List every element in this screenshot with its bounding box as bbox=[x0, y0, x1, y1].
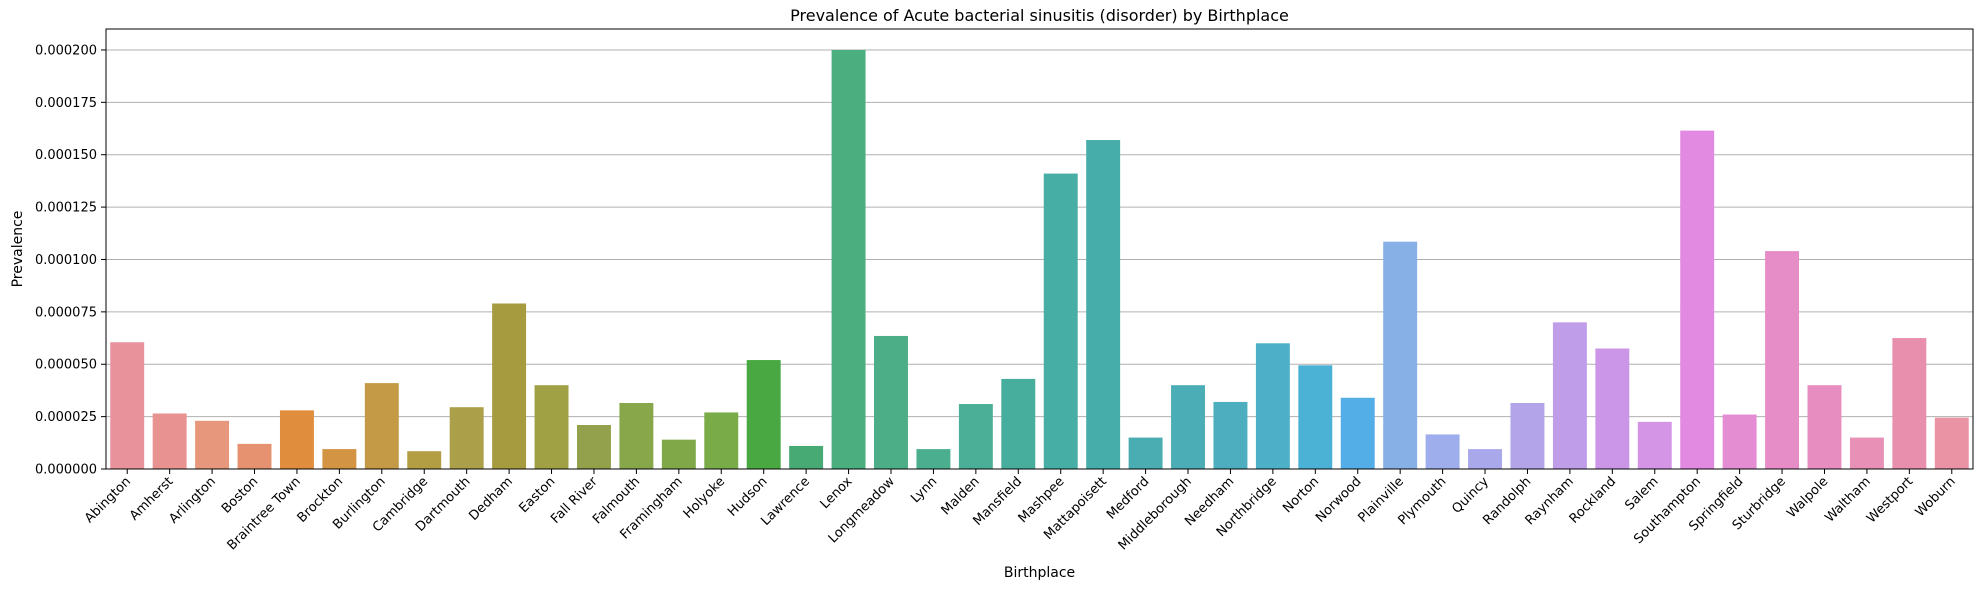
x-tick-label: Easton bbox=[516, 474, 558, 516]
bar bbox=[1934, 417, 1969, 469]
bar bbox=[1171, 385, 1205, 469]
bar bbox=[110, 342, 145, 469]
bar bbox=[1680, 130, 1715, 469]
bar bbox=[1637, 421, 1672, 469]
x-tick-label: Westport bbox=[1864, 474, 1916, 526]
bar bbox=[704, 412, 739, 469]
bar bbox=[279, 410, 314, 469]
y-axis: 0.000000 0.000025 0.000050 0.000075 0.000100… bbox=[35, 43, 106, 478]
bar bbox=[534, 385, 569, 469]
bar bbox=[1043, 173, 1078, 470]
x-tick-label: Middleborough bbox=[1116, 474, 1195, 553]
bar bbox=[831, 49, 866, 469]
chart-title: Prevalence of Acute bacterial sinusitis … bbox=[790, 6, 1289, 25]
bar bbox=[152, 413, 187, 469]
bar bbox=[1510, 403, 1545, 469]
bar bbox=[237, 443, 272, 469]
x-tick-label: Norwood bbox=[1313, 474, 1364, 525]
bar bbox=[1086, 140, 1121, 470]
bar bbox=[576, 425, 611, 469]
bar bbox=[492, 303, 527, 469]
bar bbox=[1765, 251, 1800, 469]
bars bbox=[110, 49, 1969, 470]
x-tick-label: Abington bbox=[82, 474, 134, 526]
bar bbox=[1892, 338, 1927, 469]
y-tick-label: 0.000000 bbox=[35, 463, 97, 478]
y-tick-label: 0.000175 bbox=[35, 96, 97, 111]
bar bbox=[1425, 434, 1460, 469]
bar bbox=[1383, 241, 1418, 469]
y-tick-label: 0.000100 bbox=[35, 253, 97, 268]
bar bbox=[1468, 449, 1503, 469]
bar bbox=[661, 439, 696, 469]
bar bbox=[1849, 437, 1884, 469]
x-tick-label: Braintree Town bbox=[225, 474, 304, 553]
bar bbox=[1595, 348, 1630, 469]
x-tick-label: Arlington bbox=[166, 474, 219, 527]
bar bbox=[1213, 401, 1248, 469]
bar bbox=[916, 449, 951, 469]
bar bbox=[1722, 414, 1757, 469]
x-tick-label: Salem bbox=[1622, 474, 1661, 513]
plot-frame bbox=[105, 28, 1974, 470]
y-tick-label: 0.000150 bbox=[35, 148, 97, 163]
bar bbox=[1552, 322, 1587, 469]
bar bbox=[407, 451, 442, 469]
bar bbox=[1807, 385, 1842, 469]
bar bbox=[1298, 365, 1333, 469]
x-tick-label: Holyoke bbox=[681, 474, 728, 521]
x-tick-label: Lynn bbox=[908, 474, 940, 506]
bar bbox=[1001, 378, 1036, 469]
y-tick-label: 0.000050 bbox=[35, 358, 97, 373]
bar bbox=[746, 360, 781, 469]
y-tick-label: 0.000075 bbox=[35, 305, 97, 320]
bar bbox=[874, 335, 908, 469]
bar bbox=[1128, 437, 1163, 469]
bar bbox=[322, 449, 357, 469]
y-tick-label: 0.000200 bbox=[35, 43, 97, 58]
x-tick-label: Norton bbox=[1280, 474, 1322, 516]
x-tick-label: Boston bbox=[219, 474, 261, 516]
x-tick-label: Rockland bbox=[1567, 474, 1619, 526]
bar bbox=[958, 404, 993, 469]
x-tick-label: Dedham bbox=[466, 474, 516, 524]
y-gridlines bbox=[106, 49, 1973, 470]
bar bbox=[195, 420, 230, 469]
y-tick-label: 0.000025 bbox=[35, 410, 97, 425]
x-tick-label: Lenox bbox=[818, 474, 856, 512]
y-axis-label: Prevalence bbox=[10, 211, 26, 288]
x-axis-label: Birthplace bbox=[1004, 565, 1075, 581]
bar bbox=[789, 445, 824, 469]
y-tick-label: 0.000125 bbox=[35, 201, 97, 216]
x-tick-label: Woburn bbox=[1913, 474, 1959, 520]
bar bbox=[1340, 397, 1375, 469]
bar bbox=[1255, 343, 1290, 469]
bar bbox=[619, 403, 654, 469]
x-tick-label: Quincy bbox=[1449, 474, 1492, 517]
bar bbox=[449, 407, 484, 469]
bar bbox=[364, 383, 399, 469]
